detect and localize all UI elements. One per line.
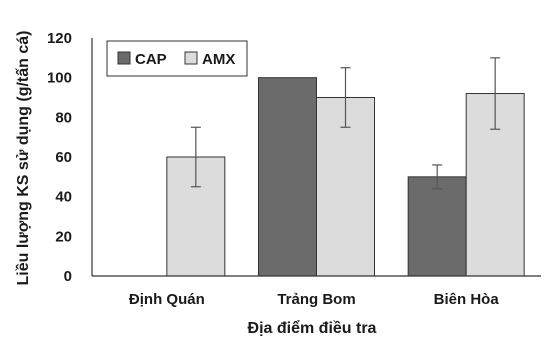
axes [91, 38, 541, 277]
y-axis-title: Liều lượng KS sử dụng (g/tấn cá) [15, 31, 32, 286]
bar-cap-1 [258, 77, 317, 277]
y-tick-label: 20 [55, 228, 72, 245]
legend: CAP AMX [106, 40, 248, 77]
y-tick-label: 60 [55, 149, 72, 166]
y-tick-label: 120 [47, 30, 72, 47]
error-bar-amx-0 [190, 126, 201, 188]
y-tick-label: 0 [64, 268, 72, 285]
y-tick-label: 40 [55, 189, 72, 206]
x-tick-label: Trảng Bom [277, 291, 355, 308]
x-tick-label: Định Quán [129, 291, 205, 308]
legend-swatch-amx [184, 51, 198, 65]
x-axis-title: Địa điểm điều tra [248, 319, 377, 337]
y-axis-ticks: 0 20 40 60 80 100 120 [47, 30, 72, 285]
bar-cap-2 [407, 176, 467, 277]
error-bars [190, 57, 501, 190]
legend-label-cap: CAP [135, 51, 167, 68]
y-tick-label: 100 [47, 70, 72, 87]
y-tick-label: 80 [55, 109, 72, 126]
error-bar-amx-1 [340, 67, 351, 128]
error-bar-amx-2 [490, 57, 501, 130]
x-axis-ticks: Định Quán Trảng Bom Biên Hòa [129, 291, 499, 308]
x-tick-label: Biên Hòa [434, 291, 500, 308]
legend-label-amx: AMX [202, 51, 235, 68]
error-bar-cap-2 [432, 164, 443, 190]
legend-swatch-cap [117, 51, 131, 65]
